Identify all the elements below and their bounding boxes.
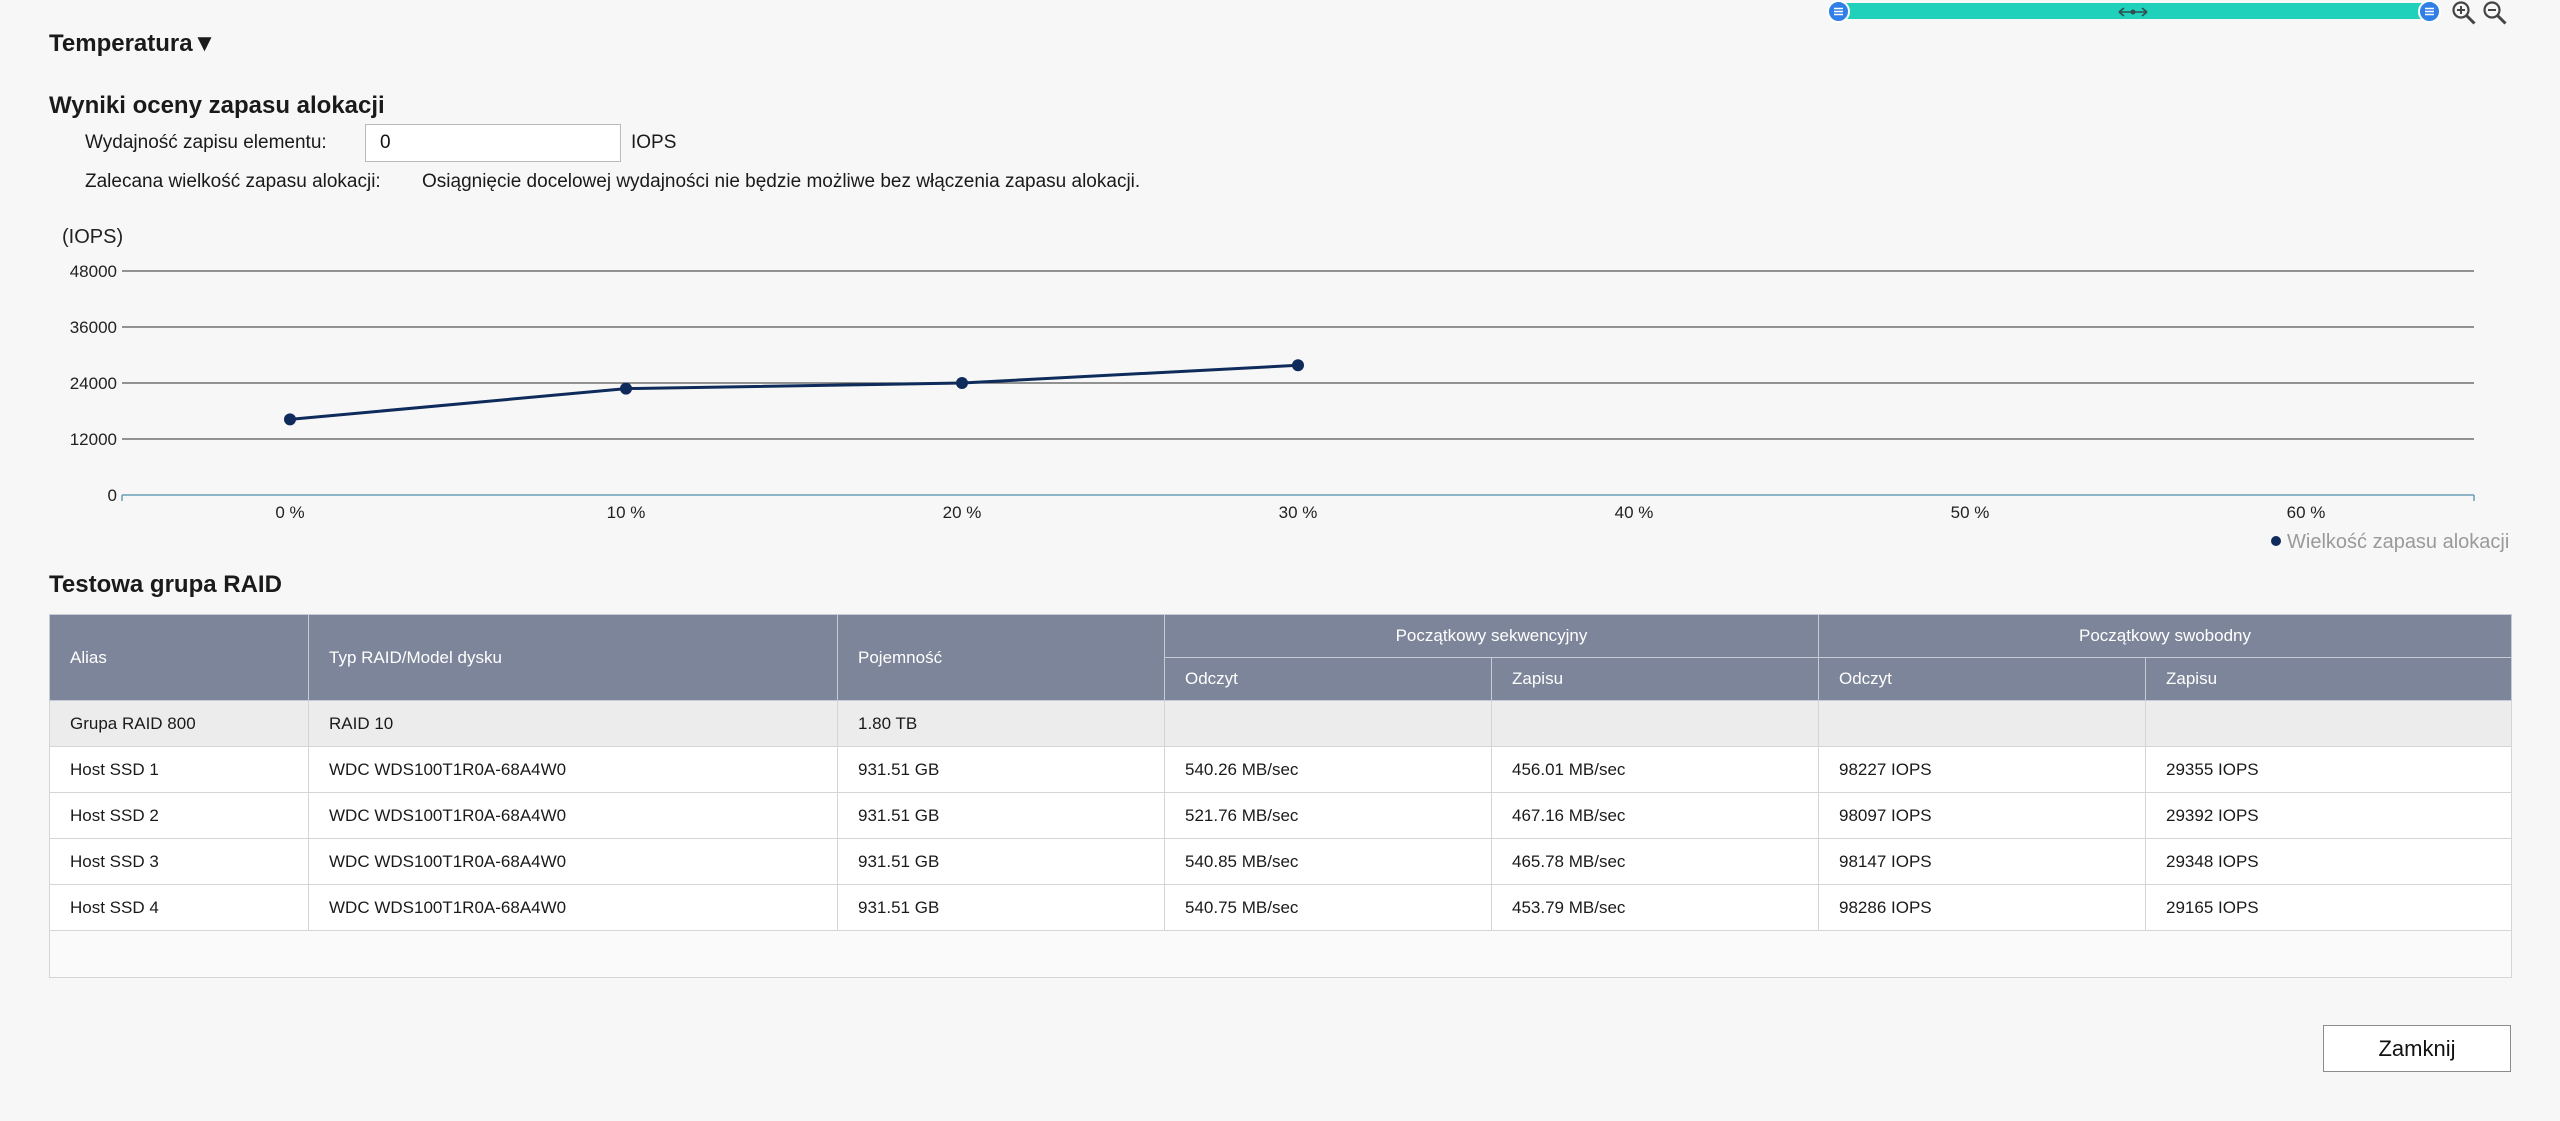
table-cell: 98097 IOPS — [1818, 792, 2146, 839]
handle-grip-icon — [1834, 7, 1843, 16]
data-point — [956, 377, 968, 389]
table-cell: 540.75 MB/sec — [1164, 884, 1492, 931]
table-cell: 931.51 GB — [837, 746, 1165, 793]
column-header-rand-write: Zapisu — [2144, 657, 2513, 701]
zoom-range-start-handle[interactable] — [1827, 0, 1850, 23]
table-cell: 467.16 MB/sec — [1491, 792, 1819, 839]
table-cell: 29165 IOPS — [2144, 884, 2513, 931]
write-performance-unit: IOPS — [631, 132, 677, 153]
table-row: Host SSD 4 WDC WDS100T1R0A-68A4W0 931.51 G… — [49, 884, 2513, 931]
x-tick-label: 20 % — [943, 503, 982, 522]
table-row: Host SSD 2 WDC WDS100T1R0A-68A4W0 931.51 G… — [49, 792, 2513, 839]
raid-group-title: Testowa grupa RAID — [49, 571, 282, 598]
table-cell: Grupa RAID 800 — [49, 700, 309, 747]
iops-chart: (IOPS) 48000 36000 24000 12000 0 0 % 10 % 20 % 30… — [62, 226, 2509, 553]
table-cell: 29392 IOPS — [2144, 792, 2513, 839]
table-cell: Host SSD 3 — [49, 838, 309, 885]
table-cell: 521.76 MB/sec — [1164, 792, 1492, 839]
table-cell: WDC WDS100T1R0A-68A4W0 — [308, 838, 838, 885]
table-cell: 540.85 MB/sec — [1164, 838, 1492, 885]
table-cell: WDC WDS100T1R0A-68A4W0 — [308, 884, 838, 931]
table-empty-row — [48, 930, 2513, 978]
data-point — [620, 382, 632, 395]
table-cell: 465.78 MB/sec — [1491, 838, 1819, 885]
x-tick-label: 40 % — [1615, 503, 1654, 522]
section-toggle-label: Temperatura — [49, 30, 193, 57]
write-performance-label: Wydajność zapisu elementu: — [85, 132, 327, 153]
recommended-label: Zalecana wielkość zapasu alokacji: — [85, 171, 381, 192]
table-cell — [1164, 700, 1492, 747]
table-cell: 29348 IOPS — [2144, 838, 2513, 885]
column-header-rand-read: Odczyt — [1818, 657, 2146, 701]
column-header-type: Typ RAID/Model dysku — [308, 614, 838, 701]
zoom-range-drag-icon[interactable] — [2115, 2, 2151, 22]
raid-group-row: Grupa RAID 800 RAID 10 1.80 TB — [49, 700, 2513, 747]
table-row: Host SSD 3 WDC WDS100T1R0A-68A4W0 931.51 G… — [49, 838, 2513, 885]
legend-label: Wielkość zapasu alokacji — [2287, 531, 2509, 553]
table-cell: 98147 IOPS — [1818, 838, 2146, 885]
chevron-down-icon: ▼ — [192, 30, 217, 57]
table-cell: WDC WDS100T1R0A-68A4W0 — [308, 792, 838, 839]
column-header-alias: Alias — [49, 614, 309, 701]
recommended-value: Osiągnięcie docelowej wydajności nie będ… — [422, 171, 1141, 192]
table-cell: Host SSD 2 — [49, 792, 309, 839]
column-header-seq-read: Odczyt — [1164, 657, 1492, 701]
temperature-section-toggle[interactable]: Temperatura▼ — [49, 30, 216, 58]
y-tick-label: 0 — [108, 486, 117, 505]
x-tick-label: 0 % — [275, 503, 304, 522]
y-tick-label: 24000 — [70, 374, 117, 393]
y-tick-label: 36000 — [70, 318, 117, 337]
table-cell: Host SSD 1 — [49, 746, 309, 793]
table-cell: 453.79 MB/sec — [1491, 884, 1819, 931]
table-cell: 540.26 MB/sec — [1164, 746, 1492, 793]
close-button[interactable]: Zamknij — [2323, 1025, 2511, 1072]
table-cell: 931.51 GB — [837, 884, 1165, 931]
column-group-random: Początkowy swobodny — [1817, 614, 2513, 658]
table-cell: 931.51 GB — [837, 792, 1165, 839]
table-cell: 1.80 TB — [837, 700, 1165, 747]
column-header-seq-write: Zapisu — [1491, 657, 1819, 701]
table-cell: 98227 IOPS — [1818, 746, 2146, 793]
handle-grip-icon — [2425, 7, 2434, 16]
write-performance-input[interactable] — [365, 124, 621, 162]
column-group-sequential: Początkowy sekwencyjny — [1164, 614, 1819, 658]
table-cell: 456.01 MB/sec — [1491, 746, 1819, 793]
column-header-capacity: Pojemność — [837, 614, 1165, 701]
table-empty-cell — [48, 930, 2513, 978]
zoom-in-icon[interactable] — [2451, 0, 2477, 26]
x-tick-label: 30 % — [1279, 503, 1318, 522]
table-cell: WDC WDS100T1R0A-68A4W0 — [308, 746, 838, 793]
raid-table: Alias Typ RAID/Model dysku Pojemność Poc… — [48, 614, 2513, 978]
y-tick-label: 48000 — [70, 262, 117, 281]
data-point — [1292, 359, 1304, 372]
x-tick-label: 60 % — [2287, 503, 2326, 522]
table-row: Host SSD 1 WDC WDS100T1R0A-68A4W0 931.51 G… — [49, 746, 2513, 793]
y-tick-label: 12000 — [70, 430, 117, 449]
table-cell: RAID 10 — [308, 700, 838, 747]
table-cell: 29355 IOPS — [2144, 746, 2513, 793]
results-title: Wyniki oceny zapasu alokacji — [49, 92, 385, 119]
table-cell: 98286 IOPS — [1818, 884, 2146, 931]
zoom-out-icon[interactable] — [2482, 0, 2508, 26]
data-point — [284, 413, 296, 426]
table-cell — [1491, 700, 1819, 747]
series-line — [289, 363, 1299, 421]
table-cell — [1818, 700, 2146, 747]
x-tick-label: 10 % — [607, 503, 646, 522]
zoom-range-end-handle[interactable] — [2418, 0, 2441, 23]
table-cell — [2144, 700, 2513, 747]
y-axis-label: (IOPS) — [62, 226, 123, 248]
table-cell: 931.51 GB — [837, 838, 1165, 885]
x-tick-label: 50 % — [1951, 503, 1990, 522]
legend-marker — [2271, 536, 2281, 546]
table-cell: Host SSD 4 — [49, 884, 309, 931]
